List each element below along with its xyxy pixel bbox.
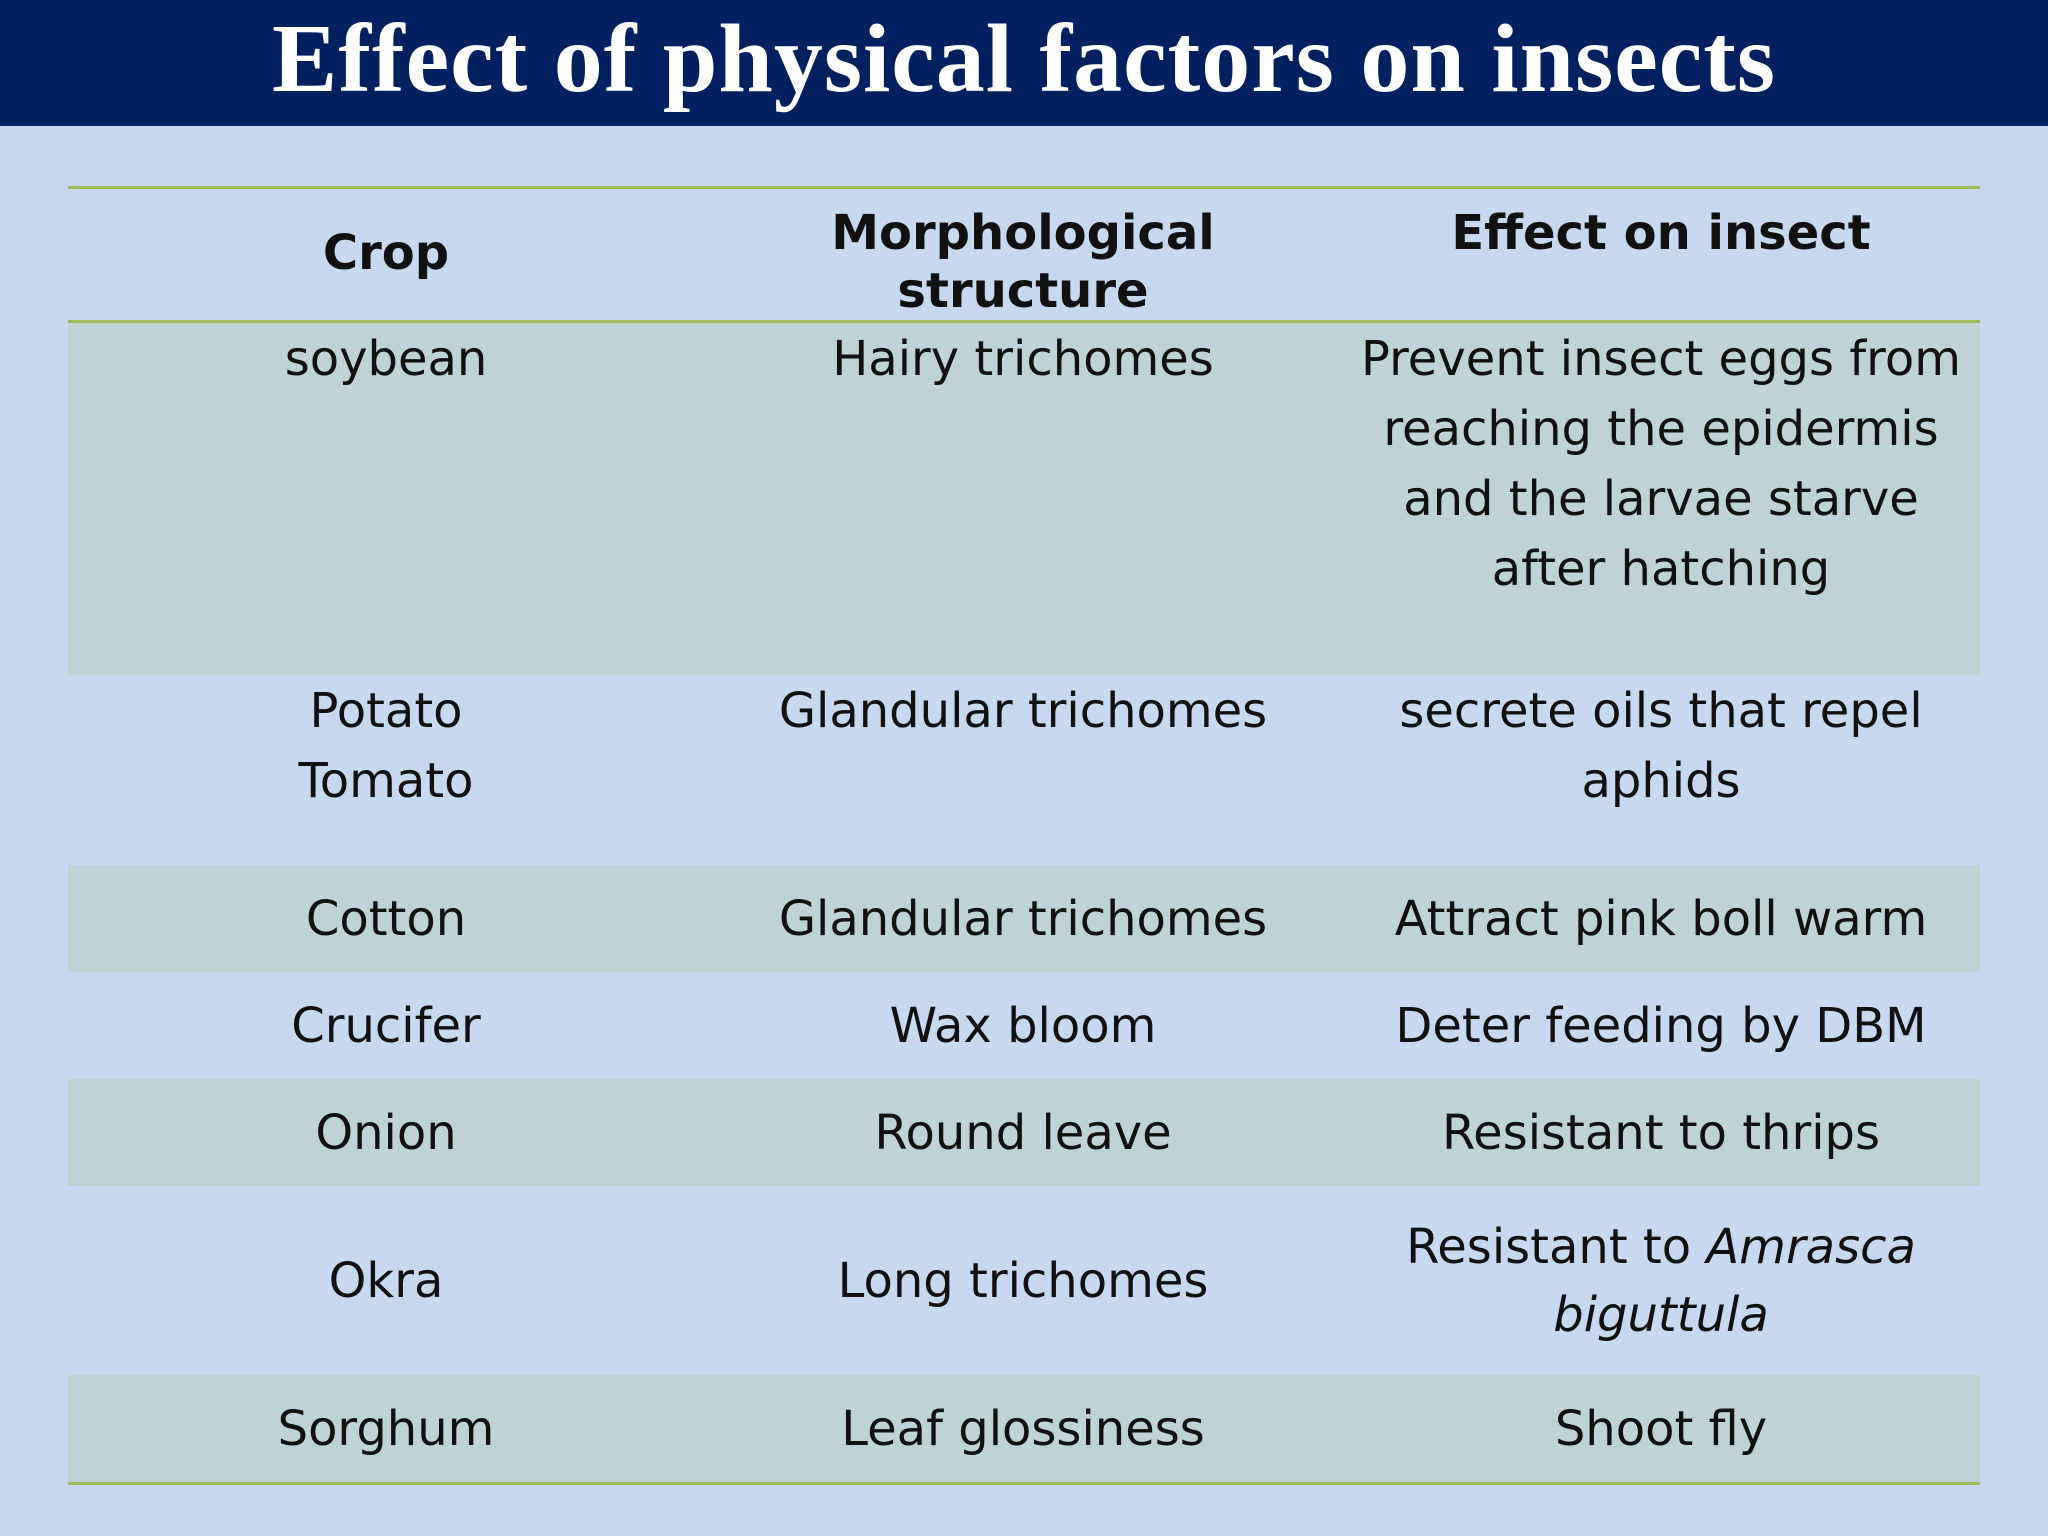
table-row: Cotton Glandular trichomes Attract pink … — [68, 865, 1980, 973]
effect-species-genus: Amrasca — [1706, 1218, 1916, 1275]
crop-name: soybean — [284, 331, 488, 388]
effect-cell: Resistant to thrips — [1342, 1079, 1980, 1187]
crop-cell: Cotton — [68, 865, 704, 973]
crop-cell: Onion — [68, 1079, 704, 1187]
slide-title: Effect of physical factors on insects — [271, 5, 1777, 113]
effect-cell: Resistant to Amrasca biguttula — [1342, 1186, 1980, 1375]
structure-text: Glandular trichomes — [778, 890, 1268, 947]
effect-cell: Prevent insect eggs from reaching the ep… — [1342, 321, 1980, 676]
structure-text: Hairy trichomes — [832, 331, 1214, 388]
effect-cell: Deter feeding by DBM — [1342, 972, 1980, 1079]
effect-line: Prevent insect eggs from — [1361, 331, 1961, 388]
crop-cell: Sorghum — [68, 1375, 704, 1484]
crop-name: Tomato — [298, 753, 474, 810]
table-row: Onion Round leave Resistant to thrips — [68, 1079, 1980, 1187]
table-row: Okra Long trichomes Resistant to Amrasca… — [68, 1186, 1980, 1375]
structure-text: Wax bloom — [889, 997, 1157, 1054]
structure-cell: Wax bloom — [704, 972, 1342, 1079]
crop-cell: Crucifer — [68, 972, 704, 1079]
effect-line: reaching the epidermis — [1383, 401, 1939, 458]
effect-line: Resistant to thrips — [1441, 1104, 1881, 1161]
header-crop: Crop — [322, 225, 450, 281]
effect-cell: Attract pink boll warm — [1342, 865, 1980, 973]
effect-line: and the larvae starve — [1403, 471, 1919, 528]
table-row: Sorghum Leaf glossiness Shoot fly — [68, 1375, 1980, 1484]
structure-cell: Glandular trichomes — [704, 675, 1342, 865]
effect-line: after hatching — [1491, 541, 1831, 598]
header-effect: Effect on insect — [1451, 205, 1871, 261]
effect-line: secrete oils that repel — [1399, 683, 1923, 740]
crop-name: Cotton — [305, 890, 467, 947]
effect-line: aphids — [1581, 753, 1741, 810]
insect-factors-table: Crop Morphological structure Effect on i… — [68, 186, 1980, 1485]
crop-name: Potato — [309, 683, 463, 740]
structure-cell: Long trichomes — [704, 1186, 1342, 1375]
effect-species-epithet: biguttula — [1553, 1286, 1769, 1343]
effect-prefix: Resistant to — [1406, 1218, 1707, 1275]
structure-cell: Leaf glossiness — [704, 1375, 1342, 1484]
effect-line: Deter feeding by DBM — [1395, 997, 1927, 1054]
structure-text: Round leave — [874, 1104, 1172, 1161]
effect-line: Attract pink boll warm — [1394, 890, 1928, 947]
structure-cell: Glandular trichomes — [704, 865, 1342, 973]
structure-text: Long trichomes — [837, 1252, 1209, 1309]
crop-name: Crucifer — [291, 997, 481, 1054]
header-structure: Morphological structure — [831, 205, 1215, 319]
structure-cell: Round leave — [704, 1079, 1342, 1187]
crop-name: Okra — [328, 1252, 444, 1309]
crop-cell: Okra — [68, 1186, 704, 1375]
effect-line: Shoot fly — [1554, 1400, 1768, 1457]
effect-cell: secrete oils that repel aphids — [1342, 675, 1980, 865]
crop-cell: Potato Tomato — [68, 675, 704, 865]
table-row: soybean Hairy trichomes Prevent insect e… — [68, 321, 1980, 676]
title-bar: Effect of physical factors on insects — [0, 0, 2048, 126]
crop-name: Onion — [315, 1104, 457, 1161]
table-row: Potato Tomato Glandular trichomes secret… — [68, 675, 1980, 865]
effect-line: Resistant to Amrasca — [1352, 1213, 1970, 1281]
table-header-row: Crop Morphological structure Effect on i… — [68, 187, 1980, 322]
structure-cell: Hairy trichomes — [704, 321, 1342, 676]
crop-name: Sorghum — [277, 1400, 495, 1457]
structure-text: Leaf glossiness — [841, 1400, 1205, 1457]
effect-cell: Shoot fly — [1342, 1375, 1980, 1484]
structure-text: Glandular trichomes — [778, 683, 1268, 740]
crop-cell: soybean — [68, 321, 704, 676]
table-row: Crucifer Wax bloom Deter feeding by DBM — [68, 972, 1980, 1079]
